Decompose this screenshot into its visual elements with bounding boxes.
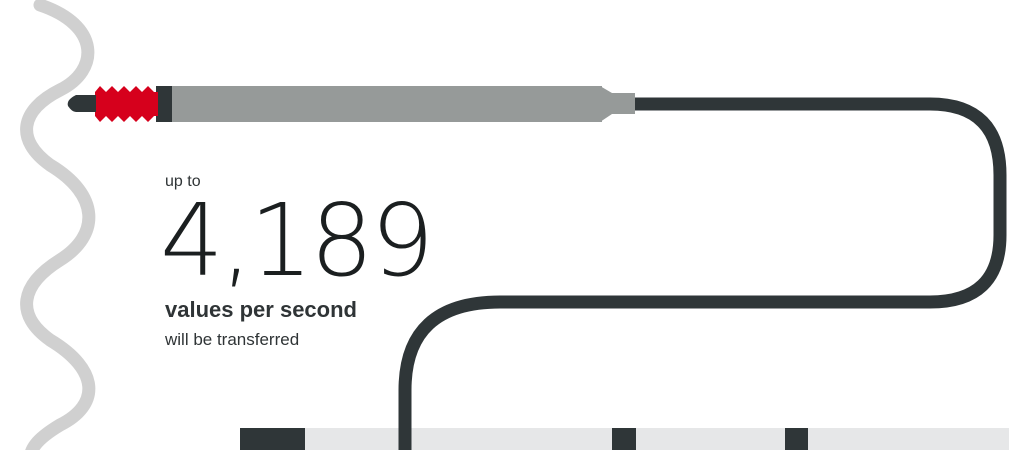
probe (68, 86, 635, 122)
cable (405, 104, 1000, 450)
unit-text: values per second (165, 297, 357, 322)
rail (240, 428, 1009, 450)
infographic: up to 4,189 values per second will be tr… (0, 0, 1009, 450)
wave (27, 5, 89, 450)
figure: 4,189 (160, 182, 431, 299)
note-text: will be transferred (164, 330, 299, 349)
